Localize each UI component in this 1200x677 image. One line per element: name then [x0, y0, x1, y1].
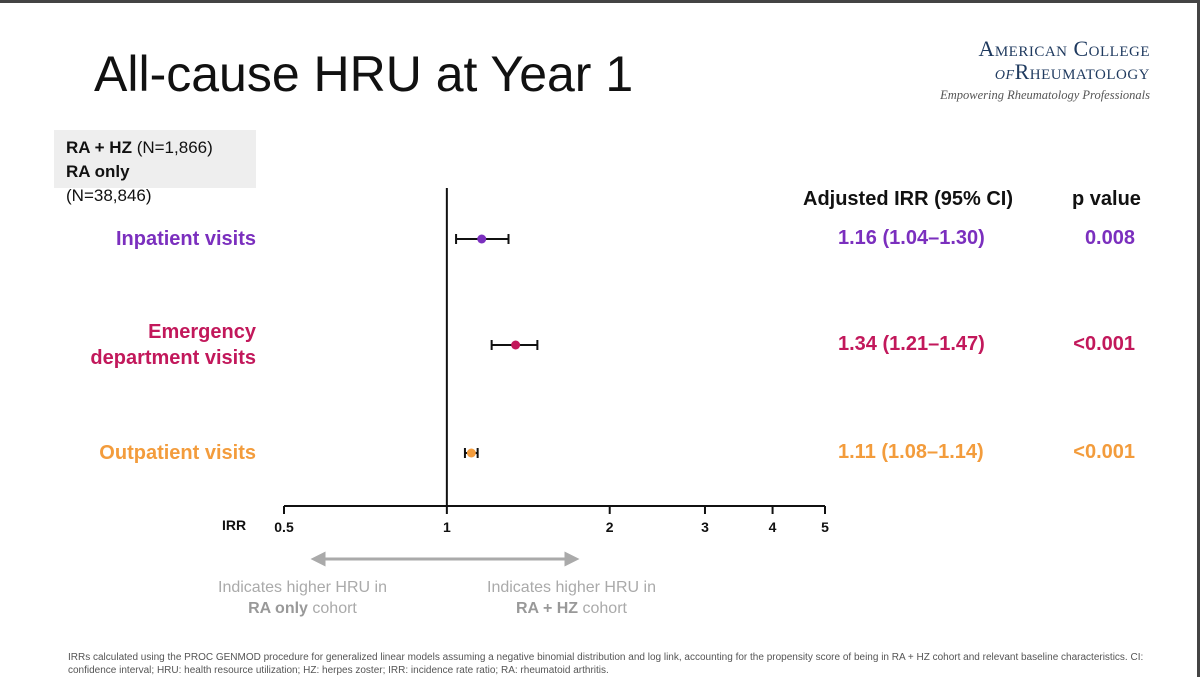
p-value-0: 0.008 — [1084, 227, 1135, 249]
indicator-ra-only-rest: cohort — [307, 600, 357, 617]
p-value-1: <0.001 — [1073, 333, 1135, 355]
logo-line-2: ofRheumatology — [940, 60, 1150, 85]
irr-value-0: 1.16 (1.04–1.30) — [838, 227, 985, 249]
logo-of: of — [994, 62, 1015, 84]
row-label-0-line-0: Inpatient visits — [115, 228, 256, 250]
x-tick-label-2: 2 — [605, 519, 614, 535]
p-value-2: <0.001 — [1073, 441, 1135, 463]
legend-ra-only-label: RA only — [66, 162, 130, 181]
legend-ra-only-n: (N=38,846) — [66, 186, 152, 205]
logo-line-1: American College — [978, 36, 1150, 61]
indicator-ra-hz-bold: RA + HZ — [515, 600, 579, 617]
x-tick-label-0: 0.5 — [274, 519, 294, 535]
indicator-ra-only-bold: RA only — [248, 600, 308, 617]
indicator-ra-only-line2: RA only cohort — [218, 598, 387, 619]
legend-ra-hz-label: RA + HZ — [66, 138, 132, 157]
row-label-1-line-1: department visits — [90, 347, 256, 369]
indicator-ra-hz-line2: RA + HZ cohort — [487, 598, 656, 619]
x-axis-title: IRR — [222, 517, 247, 533]
irr-value-1: 1.34 (1.21–1.47) — [838, 333, 985, 355]
x-tick-label-1: 1 — [442, 519, 451, 535]
irr-point-2 — [466, 448, 476, 458]
irr-point-0 — [477, 234, 487, 244]
irr-point-1 — [511, 340, 521, 350]
acr-logo: American College ofRheumatology Empoweri… — [940, 37, 1150, 103]
indicator-ra-only: Indicates higher HRU in RA only cohort — [218, 577, 387, 619]
indicator-ra-hz: Indicates higher HRU in RA + HZ cohort — [487, 577, 656, 619]
indicator-ra-hz-rest: cohort — [578, 600, 627, 617]
row-label-0: Inpatient visits — [116, 226, 256, 252]
slide-title: All-cause HRU at Year 1 — [94, 46, 634, 102]
x-tick-label-3: 3 — [701, 519, 709, 535]
footnote: IRRs calculated using the PROC GENMOD pr… — [68, 652, 1144, 676]
legend-ra-hz-n: (N=1,866) — [131, 138, 213, 157]
irr-value-2: 1.11 (1.08–1.14) — [838, 441, 984, 463]
row-label-2: Outpatient visits — [99, 440, 256, 466]
legend-box — [54, 130, 256, 188]
indicator-ra-only-line1: Indicates higher HRU in — [218, 579, 387, 596]
p-value-column-header: p value — [1072, 188, 1141, 210]
legend-ra-hz: RA + HZ (N=1,866) — [66, 138, 213, 158]
x-tick-label-5: 5 — [821, 519, 829, 535]
row-label-1-line-0: Emergency — [148, 321, 256, 343]
irr-column-header: Adjusted IRR (95% CI) — [803, 188, 1014, 210]
logo-rheumatology: Rheumatology — [1014, 59, 1150, 84]
x-tick-label-4: 4 — [768, 519, 777, 535]
legend-ra-only: RA only — [66, 162, 130, 182]
indicator-ra-hz-line1: Indicates higher HRU in — [487, 579, 656, 596]
forest-plot — [283, 188, 826, 567]
logo-tagline: Empowering Rheumatology Professionals — [940, 88, 1150, 102]
row-label-1: Emergency department visits — [90, 319, 256, 371]
row-label-2-line-0: Outpatient visits — [99, 442, 256, 464]
